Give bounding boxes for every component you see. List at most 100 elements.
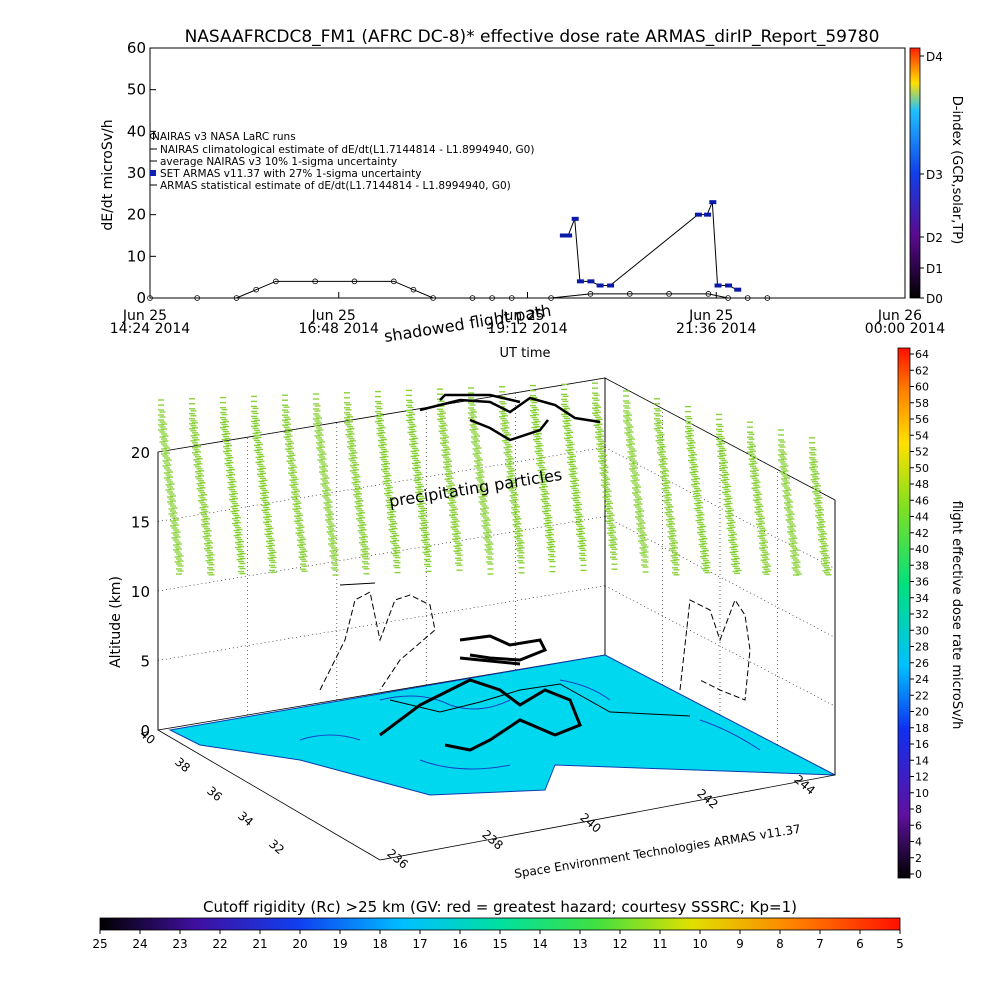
series-point (273, 278, 279, 285)
dose-tick-label: 26 (915, 657, 929, 670)
annotation-precipitating: precipitating particles (388, 465, 564, 511)
dose-tick-label: 52 (915, 446, 929, 459)
dose-tick-label: 20 (915, 706, 929, 719)
cutoff-tick-label: 22 (212, 937, 227, 951)
series-point (714, 283, 722, 288)
cutoff-tick-label: 24 (132, 937, 147, 951)
dose-tick-label: 42 (915, 527, 929, 540)
cutoff-tick-label: 14 (532, 937, 547, 951)
contour (419, 759, 511, 770)
longitude-tick-label: 242 (694, 786, 721, 811)
series-point (430, 295, 436, 301)
map-floor (168, 654, 836, 796)
legend-marker (150, 133, 156, 139)
series-point (764, 295, 771, 301)
legend-entry: average NAIRAS v3 10% 1-sigma uncertaint… (160, 156, 397, 168)
shadowed-flight-path (419, 393, 601, 442)
dose-tick-label: 38 (915, 559, 929, 572)
dose-tick-label: 56 (915, 413, 929, 426)
dose-tick-label: 58 (915, 397, 929, 410)
altitude-tick-label: 10 (131, 583, 150, 601)
dose-tick-label: 34 (915, 592, 929, 605)
y-tick-label: 50 (127, 81, 146, 99)
x-tick-time: 19:12 2014 (487, 321, 568, 337)
series-point (508, 295, 515, 301)
cutoff-tick-label: 6 (856, 937, 864, 951)
dose-tick-label: 36 (915, 576, 929, 589)
x-tick-time: 21:36 2014 (676, 321, 757, 337)
cutoff-colorbar (99, 917, 901, 931)
dose-tick-label: 44 (915, 511, 929, 524)
series-point (391, 278, 397, 285)
series-point (734, 287, 742, 292)
altitude-profile (339, 582, 376, 586)
contour (559, 679, 611, 701)
dose-tick-label: 50 (915, 462, 929, 475)
dose-tick-label: 8 (915, 803, 922, 816)
series-point (694, 212, 702, 217)
series-point (744, 295, 751, 301)
flight-track-high (459, 634, 548, 666)
altitude-tick-label: 0 (140, 722, 150, 740)
dose-tick-label: 28 (915, 641, 929, 654)
cutoff-tick-label: 11 (652, 937, 667, 951)
legend-entry: SET ARMAS v11.37 with 27% 1-sigma uncert… (160, 168, 422, 180)
cutoff-tick-label: 21 (252, 937, 267, 951)
cutoff-tick-label: 10 (692, 937, 707, 951)
cutoff-tick-label: 9 (736, 937, 744, 951)
cutoff-ticks: 25 24 23 22 21 20 19 18 17 16 15 14 13 12 11 10 9 8 7 6 5 (92, 930, 904, 951)
cutoff-tick-label: 20 (292, 937, 307, 951)
cutoff-tick-label: 15 (492, 937, 507, 951)
contour (699, 719, 761, 751)
dose-tick-label: 16 (915, 738, 929, 751)
series-point (559, 233, 567, 238)
series-point (704, 212, 712, 217)
cutoff-tick-label: 13 (572, 937, 587, 951)
legend: NAIRAS v3 NASA LaRC runs NAIRAS climatol… (150, 131, 534, 192)
dose-tick-label: 60 (915, 381, 929, 394)
altitude-tick-label: 15 (131, 514, 150, 532)
longitude-tick-label: 238 (479, 827, 506, 852)
y-tick-label: 10 (127, 247, 146, 265)
dose-tick-label: 12 (915, 771, 929, 784)
y-tick-label: 60 (127, 39, 146, 57)
cutoff-tick-label: 5 (896, 937, 904, 951)
y-tick-label: 40 (127, 122, 146, 140)
dose-tick-label: 48 (915, 478, 929, 491)
grid-line (604, 516, 836, 638)
y-tick-label: 0 (136, 289, 146, 307)
longitude-tick-label: 240 (577, 810, 604, 835)
dose-tick-label: 6 (915, 819, 922, 832)
d-index-tick-label: D4 (926, 50, 943, 64)
series-layer (147, 200, 771, 301)
dose-tick-label: 22 (915, 689, 929, 702)
grid-line (157, 516, 606, 592)
series-point (351, 278, 358, 285)
contour (299, 734, 361, 741)
series-point (725, 283, 733, 288)
d-index-label: D-index (GCR,solar,TP) (949, 96, 964, 244)
series-point (489, 295, 495, 301)
y-ticks: 0 10 20 30 40 50 60 (127, 39, 156, 307)
dose-tick-label: 30 (915, 624, 929, 637)
dose-tick-label: 46 (915, 494, 929, 507)
altitude-tick-label: 20 (131, 444, 150, 462)
x-axis-label: UT time (500, 346, 551, 361)
annotation-shadowed: shadowed flight path (383, 301, 553, 346)
cutoff-rigidity-panel: Cutoff rigidity (Rc) >25 km (GV: red = g… (92, 898, 903, 951)
dose-colorbar (897, 347, 911, 879)
d-index-tick-label: D1 (926, 262, 943, 276)
latitude-tick-label: 32 (266, 837, 287, 858)
cutoff-tick-label: 16 (452, 937, 467, 951)
altitude-tick-label: 5 (140, 653, 150, 671)
cutoff-tick-label: 8 (776, 937, 784, 951)
dose-tick-label: 40 (915, 543, 929, 556)
d-index-ticks: D0 D1 D2 D3 D4 (920, 50, 943, 306)
ground-track (379, 678, 582, 752)
dose-tick-label: 54 (915, 429, 929, 442)
chart-title: NASAAFRCDC8_FM1 (AFRC DC-8)* effective d… (185, 27, 880, 47)
d-index-tick-label: D2 (926, 231, 943, 245)
series-point (469, 295, 476, 301)
dose-tick-label: 4 (915, 836, 922, 849)
